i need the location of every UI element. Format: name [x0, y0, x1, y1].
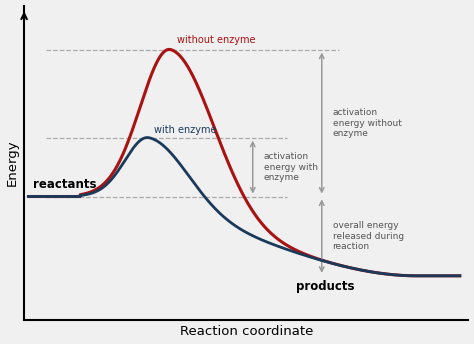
Text: activation
energy without
enzyme: activation energy without enzyme — [333, 108, 401, 138]
Text: overall energy
released during
reaction: overall energy released during reaction — [333, 221, 404, 251]
Text: without enzyme: without enzyme — [177, 35, 256, 45]
Text: with enzyme: with enzyme — [154, 125, 216, 135]
Text: reactants: reactants — [33, 178, 96, 191]
X-axis label: Reaction coordinate: Reaction coordinate — [180, 325, 313, 338]
Y-axis label: Energy: Energy — [6, 139, 18, 186]
Text: activation
energy with
enzyme: activation energy with enzyme — [264, 152, 318, 182]
Text: products: products — [296, 280, 355, 293]
